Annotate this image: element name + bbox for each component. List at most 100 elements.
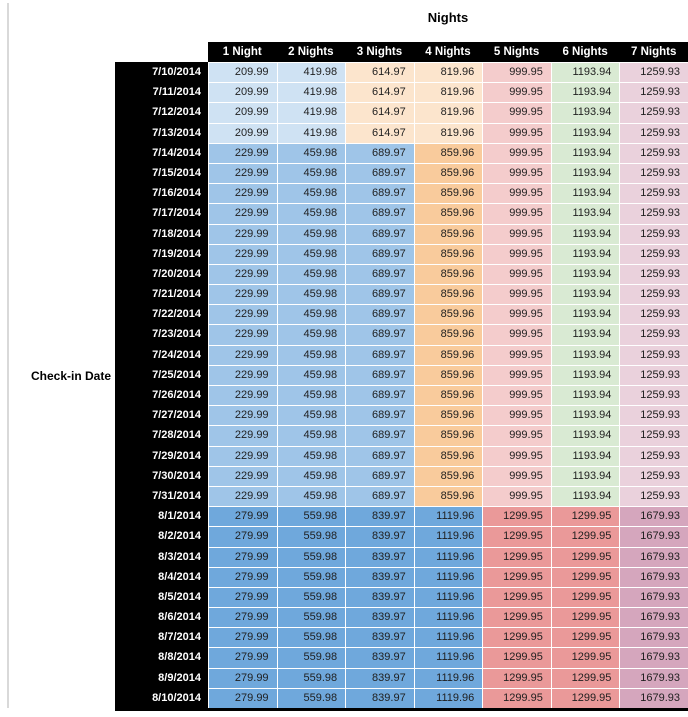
price-cell[interactable]: 459.98 [276,223,346,244]
price-cell[interactable]: 1299.95 [482,667,551,688]
price-cell[interactable]: 689.97 [345,485,414,507]
price-cell[interactable]: 859.96 [413,243,483,264]
price-cell[interactable]: 1299.95 [550,586,620,608]
price-cell[interactable]: 999.95 [482,162,551,184]
row-header-date[interactable]: 8/2/2014 [115,526,208,547]
price-cell[interactable]: 839.97 [345,627,414,648]
price-cell[interactable]: 1193.94 [550,82,620,103]
price-cell[interactable]: 1299.95 [550,607,620,628]
price-cell[interactable]: 209.99 [208,122,277,143]
price-cell[interactable]: 839.97 [345,647,414,668]
price-cell[interactable]: 459.98 [276,203,346,224]
row-header-date[interactable]: 8/6/2014 [115,607,208,628]
price-cell[interactable]: 459.98 [276,243,346,264]
price-cell[interactable]: 459.98 [276,385,346,406]
price-cell[interactable]: 1259.93 [619,344,688,365]
price-cell[interactable]: 279.99 [208,506,277,527]
price-cell[interactable]: 229.99 [208,344,277,365]
price-cell[interactable]: 1193.94 [550,405,620,426]
price-cell[interactable]: 459.98 [276,284,346,305]
price-cell[interactable]: 1193.94 [550,445,620,466]
price-cell[interactable]: 689.97 [345,284,414,305]
row-header-date[interactable]: 7/26/2014 [115,385,208,406]
price-cell[interactable]: 229.99 [208,284,277,305]
price-cell[interactable]: 999.95 [482,485,551,507]
row-header-date[interactable]: 7/28/2014 [115,425,208,446]
row-header-date[interactable]: 7/15/2014 [115,162,208,184]
price-cell[interactable]: 559.98 [276,667,346,688]
price-cell[interactable]: 1299.95 [482,566,551,587]
row-header-date[interactable]: 7/21/2014 [115,284,208,305]
price-cell[interactable]: 859.96 [413,364,483,385]
price-cell[interactable]: 839.97 [345,687,414,708]
row-header-date[interactable]: 7/19/2014 [115,243,208,264]
row-header-date[interactable]: 8/8/2014 [115,647,208,668]
column-header[interactable]: 5 Nights [482,42,551,62]
price-cell[interactable]: 689.97 [345,385,414,406]
price-cell[interactable]: 859.96 [413,425,483,446]
price-cell[interactable]: 689.97 [345,465,414,486]
price-cell[interactable]: 419.98 [276,82,346,103]
column-header[interactable]: 7 Nights [619,42,688,62]
row-header-date[interactable]: 7/22/2014 [115,304,208,325]
row-header-date[interactable]: 8/3/2014 [115,546,208,567]
price-cell[interactable]: 1299.95 [550,526,620,547]
price-cell[interactable]: 839.97 [345,526,414,547]
price-cell[interactable]: 999.95 [482,324,551,345]
price-cell[interactable]: 459.98 [276,263,346,285]
price-cell[interactable]: 689.97 [345,223,414,244]
price-cell[interactable]: 279.99 [208,627,277,648]
price-cell[interactable]: 209.99 [208,102,277,123]
price-cell[interactable]: 1193.94 [550,142,620,163]
price-cell[interactable]: 229.99 [208,243,277,264]
price-cell[interactable]: 999.95 [482,445,551,466]
price-cell[interactable]: 819.96 [413,82,483,103]
price-cell[interactable]: 559.98 [276,526,346,547]
price-cell[interactable]: 1193.94 [550,385,620,406]
price-cell[interactable]: 1299.95 [482,607,551,628]
price-cell[interactable]: 1259.93 [619,102,688,123]
price-cell[interactable]: 1259.93 [619,485,688,507]
price-cell[interactable]: 839.97 [345,566,414,587]
price-cell[interactable]: 559.98 [276,506,346,527]
price-cell[interactable]: 859.96 [413,284,483,305]
price-cell[interactable]: 279.99 [208,586,277,608]
price-cell[interactable]: 1259.93 [619,162,688,184]
price-cell[interactable]: 1299.95 [550,667,620,688]
price-cell[interactable]: 559.98 [276,546,346,567]
column-header[interactable]: 1 Night [208,42,277,62]
price-cell[interactable]: 1193.94 [550,243,620,264]
price-cell[interactable]: 999.95 [482,223,551,244]
price-cell[interactable]: 999.95 [482,465,551,486]
price-cell[interactable]: 689.97 [345,425,414,446]
price-cell[interactable]: 1679.93 [619,687,688,708]
price-cell[interactable]: 614.97 [345,122,414,143]
row-header-date[interactable]: 7/14/2014 [115,142,208,163]
price-cell[interactable]: 1193.94 [550,344,620,365]
price-cell[interactable]: 1193.94 [550,485,620,507]
price-cell[interactable]: 559.98 [276,607,346,628]
row-header-date[interactable]: 7/11/2014 [115,82,208,103]
price-cell[interactable]: 229.99 [208,304,277,325]
price-cell[interactable]: 859.96 [413,183,483,204]
price-cell[interactable]: 1119.96 [413,566,483,587]
price-cell[interactable]: 1259.93 [619,122,688,143]
row-header-date[interactable]: 7/16/2014 [115,183,208,204]
price-cell[interactable]: 279.99 [208,546,277,567]
price-cell[interactable]: 1259.93 [619,82,688,103]
price-cell[interactable]: 1299.95 [550,506,620,527]
row-header-date[interactable]: 7/23/2014 [115,324,208,345]
price-cell[interactable]: 279.99 [208,667,277,688]
price-cell[interactable]: 1679.93 [619,566,688,587]
price-cell[interactable]: 1193.94 [550,263,620,285]
price-cell[interactable]: 1259.93 [619,263,688,285]
price-cell[interactable]: 1679.93 [619,506,688,527]
price-cell[interactable]: 689.97 [345,324,414,345]
price-cell[interactable]: 999.95 [482,304,551,325]
row-header-date[interactable]: 7/24/2014 [115,344,208,365]
price-cell[interactable]: 1193.94 [550,364,620,385]
price-cell[interactable]: 459.98 [276,162,346,184]
price-cell[interactable]: 1193.94 [550,425,620,446]
price-cell[interactable]: 1259.93 [619,385,688,406]
price-cell[interactable]: 1193.94 [550,102,620,123]
